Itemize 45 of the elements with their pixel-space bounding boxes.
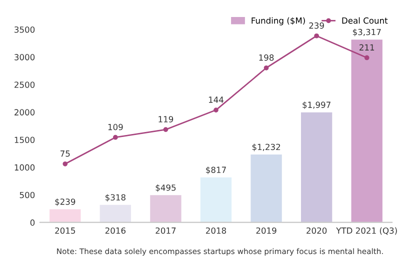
y-tick-label: 1000: [14, 164, 35, 171]
bar: [351, 40, 382, 222]
x-tick-label: 2018: [206, 227, 226, 234]
data-label: $817: [206, 166, 226, 174]
bar: [100, 204, 132, 222]
bar: [250, 154, 282, 222]
data-label: $318: [106, 194, 126, 202]
x-tick-label: 2015: [55, 227, 76, 234]
point: [163, 127, 168, 132]
x-tick-label: 2019: [256, 227, 276, 234]
data-label: 198: [259, 54, 274, 61]
data-label: 75: [60, 150, 70, 157]
point: [314, 33, 319, 38]
x-tick-label: YTD 2021 (Q3): [336, 227, 397, 235]
legend-label: Deal Count: [342, 17, 388, 24]
point: [264, 65, 269, 70]
data-label: $1,232: [252, 144, 280, 152]
data-label: $495: [156, 184, 176, 192]
x-tick-label: 2017: [156, 227, 176, 234]
data-label: $239: [55, 198, 76, 206]
x-tick-label: 2016: [105, 227, 126, 234]
data-label: 144: [208, 96, 224, 103]
x-tick-label: 2020: [306, 227, 327, 234]
legend-label: Funding ($M): [252, 17, 305, 26]
y-tick-label: 1500: [14, 136, 35, 144]
data-label: $3,317: [352, 28, 381, 36]
y-tick-label: 2000: [14, 109, 35, 116]
bar: [150, 195, 182, 222]
bar: [200, 177, 232, 222]
data-label: 239: [309, 22, 324, 29]
y-tick-label: 500: [20, 192, 35, 198]
data-label: 119: [158, 116, 174, 122]
point: [112, 134, 118, 140]
data-label: $1,997: [302, 102, 330, 110]
bar: [300, 112, 332, 222]
bar: [50, 209, 81, 222]
point: [364, 55, 370, 60]
data-label: 109: [108, 124, 123, 130]
y-tick-label: 3000: [14, 54, 35, 60]
data-label: 211: [360, 44, 374, 50]
y-tick-label: 0: [30, 219, 35, 226]
point: [214, 108, 218, 112]
y-tick-label: 3500: [14, 26, 35, 33]
y-tick-label: 2500: [14, 82, 35, 88]
point: [62, 161, 68, 166]
